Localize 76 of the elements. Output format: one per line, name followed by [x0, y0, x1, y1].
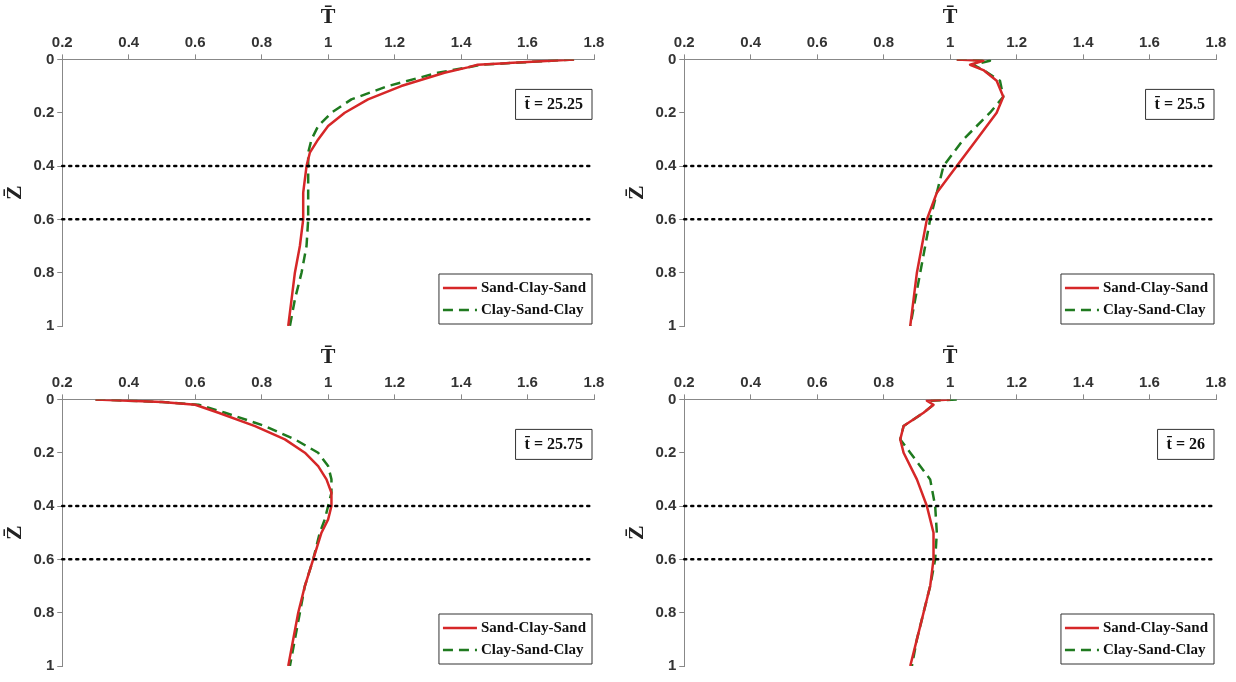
y-tick-label: 0.4	[655, 496, 677, 514]
y-tick-label: 0.2	[33, 102, 55, 120]
y-tick-label: 0.6	[33, 209, 55, 227]
y-axis-title: Z̄	[0, 525, 26, 541]
y-tick-label: 0.6	[655, 549, 677, 567]
x-tick-label: 1.8	[1205, 372, 1227, 390]
y-tick-label: 0	[45, 49, 55, 67]
x-tick-label: 0.8	[251, 372, 273, 390]
x-tick-label: 0.6	[806, 372, 828, 390]
x-tick-label: 1.6	[517, 32, 538, 50]
x-tick-label: 1.4	[450, 32, 473, 50]
x-tick-label: 1	[945, 32, 955, 50]
x-tick-label: 0.8	[251, 32, 273, 50]
y-tick-label: 1	[667, 656, 677, 674]
x-tick-label: 1.2	[384, 372, 406, 390]
y-axis-title: Z̄	[622, 525, 648, 541]
x-axis-title: T̄	[320, 342, 336, 368]
x-tick-label: 0.4	[740, 32, 762, 50]
legend-label: Sand-Clay-Sand	[480, 618, 587, 635]
y-tick-label: 0.4	[33, 496, 55, 514]
x-tick-label: 0.4	[740, 372, 762, 390]
x-axis-title: T̄	[942, 342, 958, 368]
y-tick-label: 0	[45, 389, 55, 407]
x-tick-label: 1.4	[450, 372, 473, 390]
y-tick-label: 0.8	[655, 602, 677, 620]
x-tick-label: 1.6	[1139, 32, 1160, 50]
y-tick-label: 1	[667, 316, 677, 334]
y-tick-label: 1	[45, 656, 55, 674]
legend-label: Sand-Clay-Sand	[1102, 618, 1209, 635]
x-tick-label: 0.6	[184, 372, 206, 390]
y-tick-label: 0	[667, 49, 677, 67]
x-tick-label: 0.4	[118, 372, 140, 390]
y-tick-label: 0.4	[655, 156, 677, 174]
legend-label: Clay-Sand-Clay	[480, 640, 584, 657]
x-tick-label: 1	[323, 372, 333, 390]
y-tick-label: 0.8	[33, 602, 55, 620]
x-tick-label: 0.6	[806, 32, 828, 50]
x-tick-label: 1.2	[384, 32, 406, 50]
x-tick-label: 1	[323, 32, 333, 50]
y-axis-title: Z̄	[622, 185, 648, 201]
x-tick-label: 0.8	[873, 372, 895, 390]
annotation: t̄ = 25.25	[524, 94, 584, 112]
x-tick-label: 1.2	[1006, 372, 1028, 390]
x-tick-label: 1.4	[1072, 372, 1095, 390]
legend-label: Clay-Sand-Clay	[480, 300, 584, 317]
y-tick-label: 0.8	[33, 262, 55, 280]
legend-label: Sand-Clay-Sand	[1102, 278, 1209, 295]
x-tick-label: 0.6	[184, 32, 206, 50]
x-tick-label: 1.8	[1205, 32, 1227, 50]
annotation: t̄ = 26	[1166, 434, 1206, 452]
y-tick-label: 0.2	[33, 442, 55, 460]
x-tick-label: 0.4	[118, 32, 140, 50]
x-tick-label: 1.6	[517, 372, 538, 390]
x-tick-label: 1.8	[583, 32, 605, 50]
x-tick-label: 1.6	[1139, 372, 1160, 390]
x-tick-label: 1.8	[583, 372, 605, 390]
x-tick-label: 0.8	[873, 32, 895, 50]
legend-label: Clay-Sand-Clay	[1102, 640, 1206, 657]
y-tick-label: 0	[667, 389, 677, 407]
y-tick-label: 0.2	[655, 102, 677, 120]
y-tick-label: 0.6	[655, 209, 677, 227]
legend-label: Sand-Clay-Sand	[480, 278, 587, 295]
x-tick-label: 1.2	[1006, 32, 1028, 50]
x-tick-label: 1	[945, 372, 955, 390]
legend-label: Clay-Sand-Clay	[1102, 300, 1206, 317]
y-tick-label: 0.6	[33, 549, 55, 567]
y-axis-title: Z̄	[0, 185, 26, 201]
x-tick-label: 1.4	[1072, 32, 1095, 50]
annotation: t̄ = 25.75	[524, 434, 584, 452]
annotation: t̄ = 25.5	[1154, 94, 1206, 112]
y-tick-label: 0.4	[33, 156, 55, 174]
y-tick-label: 1	[45, 316, 55, 334]
y-tick-label: 0.2	[655, 442, 677, 460]
x-axis-title: T̄	[942, 2, 958, 28]
y-tick-label: 0.8	[655, 262, 677, 280]
x-axis-title: T̄	[320, 2, 336, 28]
